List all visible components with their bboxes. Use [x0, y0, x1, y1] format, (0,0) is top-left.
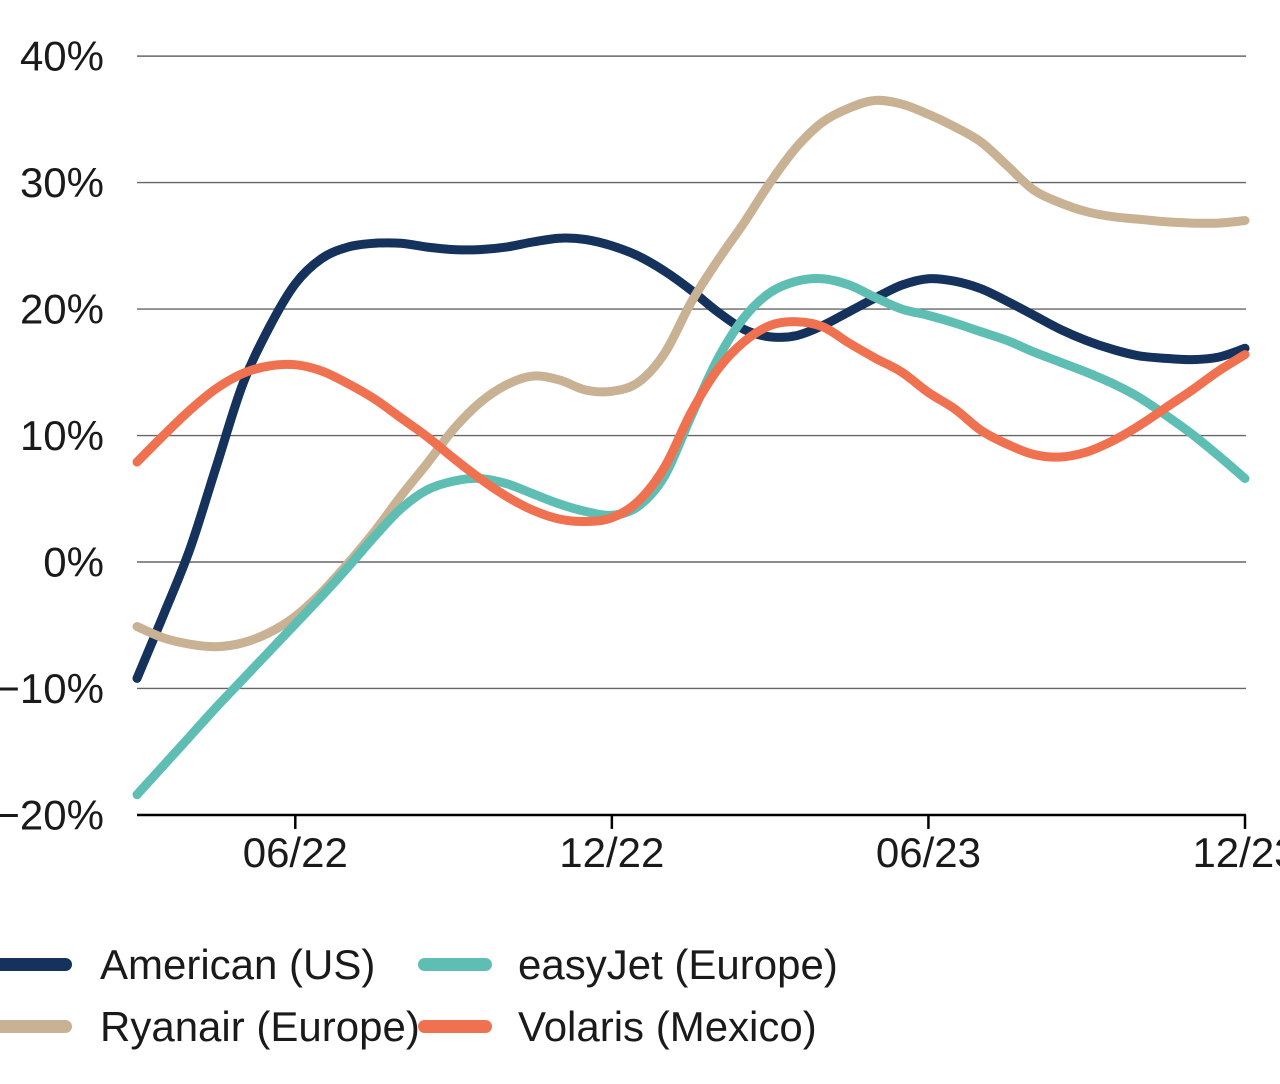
legend-item-american-us: American (US)	[0, 941, 375, 988]
x-tick-label-12-23: 12/23	[1192, 829, 1280, 876]
y-tick-label-20: 20%	[20, 286, 104, 333]
legend-swatch-american-us	[0, 958, 72, 971]
legend-swatch-ryanair-europe	[0, 1020, 72, 1033]
y-tick-label-30: 30%	[20, 159, 104, 206]
series-line-easyjet-europe	[132, 274, 1250, 800]
legend-label-ryanair-europe: Ryanair (Europe)	[100, 1003, 420, 1050]
x-tick-label-06-22: 06/22	[243, 829, 348, 876]
legend-label-volaris-mexico: Volaris (Mexico)	[518, 1003, 817, 1050]
series-lines	[132, 95, 1250, 800]
series-line-volaris-mexico	[132, 317, 1250, 527]
y-tick-label-40: 40%	[20, 33, 104, 80]
legend-swatch-easyjet-europe	[418, 958, 492, 971]
legend-label-american-us: American (US)	[100, 941, 375, 988]
y-tick-label-0: 0%	[43, 539, 104, 586]
series-line-american-us	[132, 233, 1250, 683]
x-tick-label-06-23: 06/23	[876, 829, 981, 876]
x-tick-label-12-22: 12/22	[559, 829, 664, 876]
y-axis-labels: 40% 30% 20% 10% 0% −10% −20%	[0, 33, 104, 839]
legend-label-easyjet-europe: easyJet (Europe)	[518, 941, 838, 988]
legend-item-easyjet-europe: easyJet (Europe)	[418, 941, 838, 988]
y-tick-label--10: −10%	[0, 665, 104, 712]
legend-item-volaris-mexico: Volaris (Mexico)	[418, 1003, 817, 1050]
x-axis-labels: 06/22 12/22 06/23 12/23	[243, 829, 1280, 876]
legend-swatch-volaris-mexico	[418, 1020, 492, 1033]
legend-item-ryanair-europe: Ryanair (Europe)	[0, 1003, 420, 1050]
y-tick-label-10: 10%	[20, 412, 104, 459]
y-tick-label--20: −20%	[0, 791, 104, 838]
x-axis-ticks	[294, 814, 1247, 829]
legend: American (US) easyJet (Europe) Ryanair (Eu…	[0, 941, 838, 1050]
